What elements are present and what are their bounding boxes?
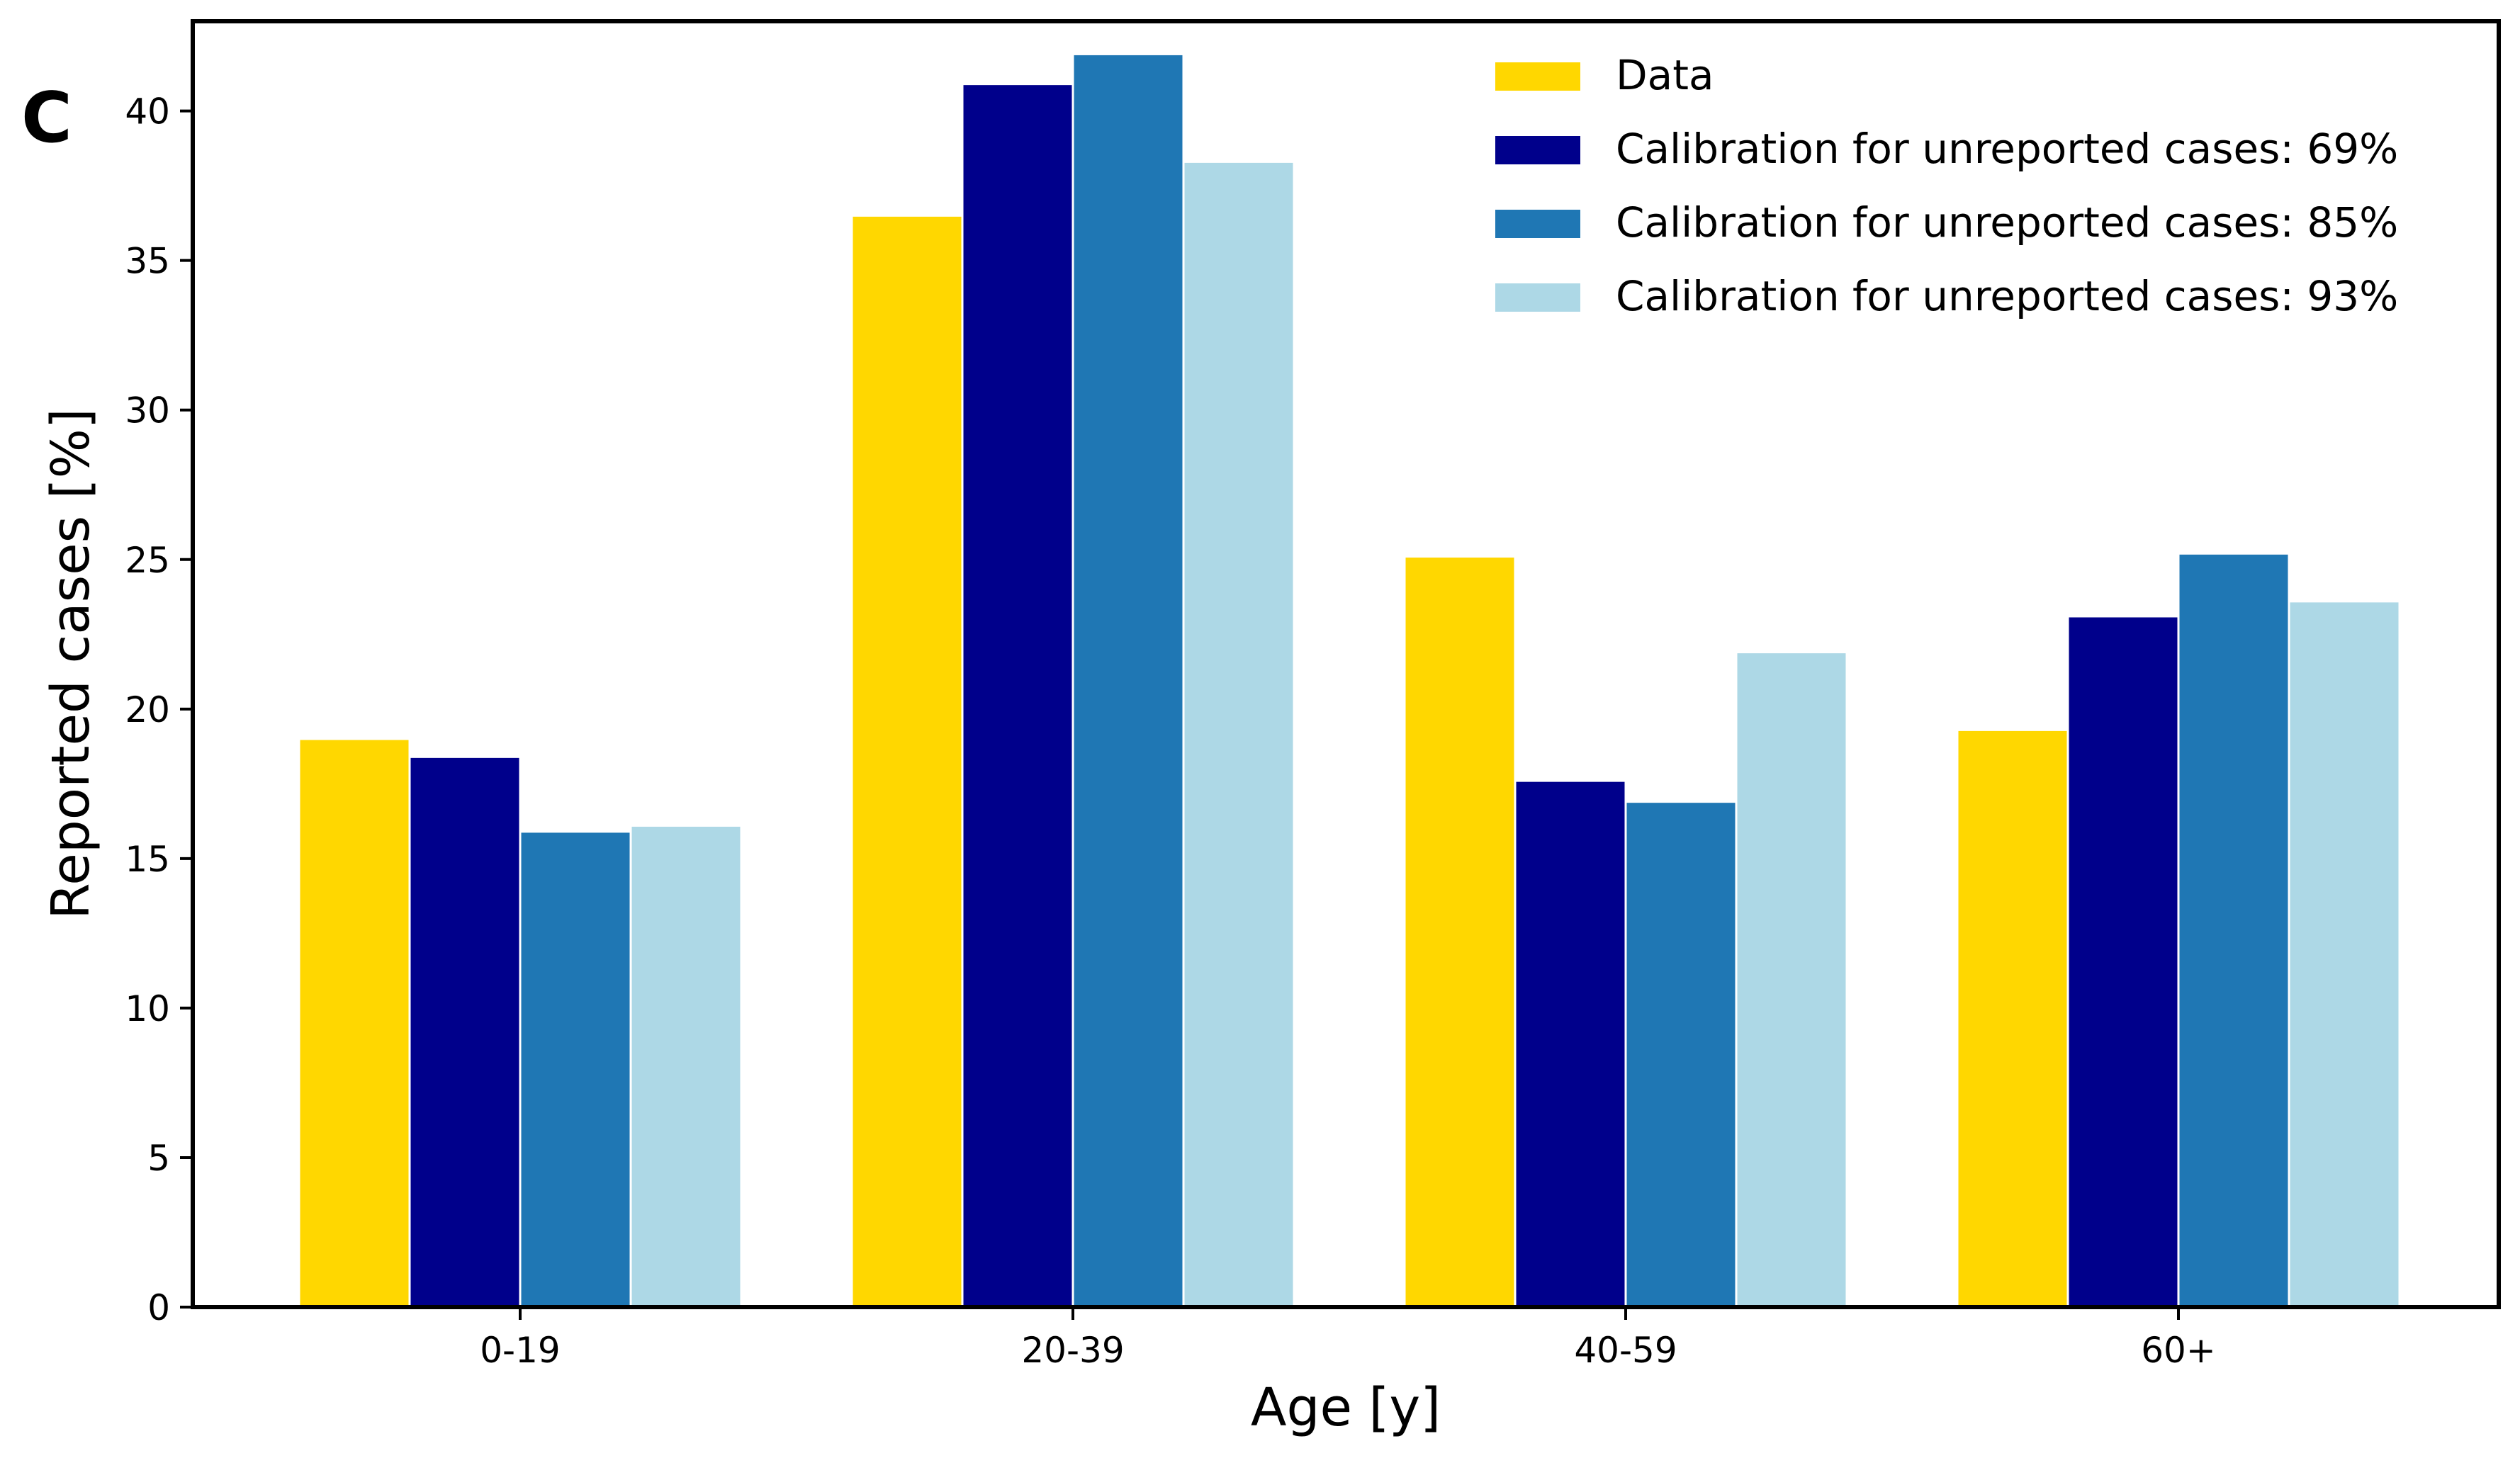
bar-0-19-series-4 (629, 824, 743, 1309)
x-axis-label: Age [y] (1251, 1377, 1441, 1438)
bar-60+-series-1 (1956, 728, 2069, 1309)
bar-0-19-series-1 (298, 738, 411, 1309)
legend-entry-label: Calibration for unreported cases: 85% (1616, 198, 2398, 247)
y-tick-label: 15 (125, 839, 170, 880)
bar-40-59-series-4 (1735, 651, 1848, 1309)
x-tick-label: 0-19 (480, 1330, 560, 1371)
bar-40-59-series-3 (1624, 801, 1738, 1309)
bar-40-59-series-2 (1514, 779, 1627, 1309)
bar-0-19-series-2 (408, 755, 522, 1309)
x-tick-label: 40-59 (1574, 1330, 1677, 1371)
y-tick-label: 35 (125, 241, 170, 282)
legend-entry-label: Data (1616, 51, 1714, 99)
legend-swatch (1495, 210, 1580, 238)
x-tick-label: 20-39 (1021, 1330, 1124, 1371)
y-tick-label: 5 (147, 1138, 170, 1179)
bar-20-39-series-4 (1182, 160, 1295, 1309)
y-tick-label: 10 (125, 988, 170, 1029)
bar-60+-series-2 (2066, 615, 2180, 1309)
bar-60+-series-3 (2177, 552, 2290, 1309)
y-axis-label: Reported cases [%] (40, 408, 101, 920)
legend-entry-label: Calibration for unreported cases: 69% (1616, 125, 2398, 173)
legend-entry-label: Calibration for unreported cases: 93% (1616, 272, 2398, 320)
legend-swatch (1495, 62, 1580, 91)
x-tick-label: 60+ (2141, 1330, 2216, 1371)
bar-20-39-series-2 (961, 83, 1074, 1309)
legend-swatch (1495, 283, 1580, 312)
bar-60+-series-4 (2288, 600, 2401, 1309)
x-axis: 0-19 20-39 40-59 60+ (480, 1307, 2216, 1371)
legend: Data Calibration for unreported cases: 69… (1495, 51, 2398, 320)
bar-group (298, 52, 2401, 1309)
y-tick-label: 20 (125, 689, 170, 730)
panel-label: C (21, 78, 72, 159)
bar-20-39-series-1 (850, 214, 964, 1309)
bar-40-59-series-1 (1403, 555, 1517, 1309)
bar-20-39-series-3 (1071, 52, 1185, 1309)
y-axis: 0 5 10 15 20 25 30 35 40 (125, 91, 193, 1328)
plot-frame (191, 19, 2501, 1309)
bar-0-19-series-3 (519, 830, 632, 1309)
legend-swatch (1495, 136, 1580, 164)
y-tick-label: 25 (125, 540, 170, 581)
y-tick-label: 0 (147, 1287, 170, 1328)
y-tick-label: 30 (125, 390, 170, 431)
y-tick-label: 40 (125, 91, 170, 132)
